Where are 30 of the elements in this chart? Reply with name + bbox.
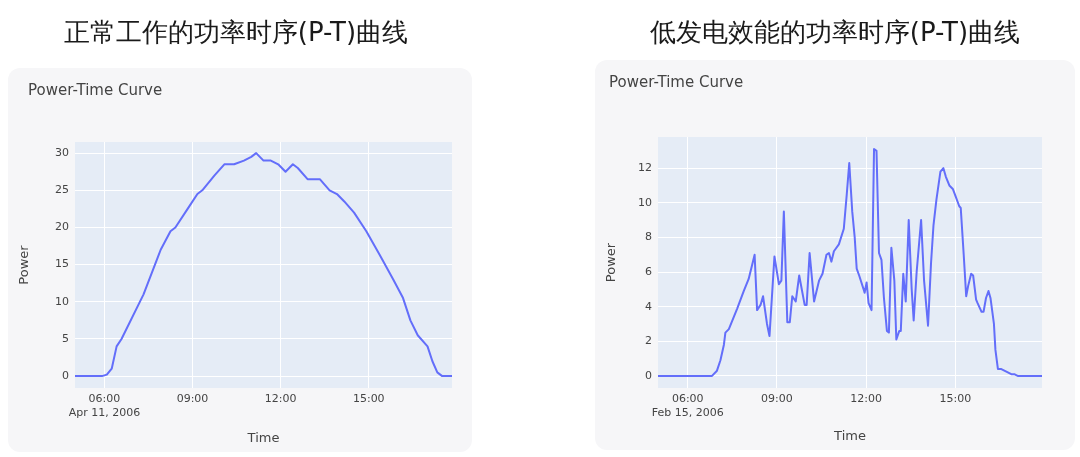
chart-subtitle: Power-Time Curve [609,73,744,91]
y-tick-label: 10 [638,195,652,209]
y-tick-label: 5 [62,331,69,345]
x-axis-title: Time [833,427,866,443]
y-tick-label: 25 [55,183,69,197]
chart-title: 低发电效能的功率时序(P-T)曲线 [648,16,1022,49]
y-axis-title: Power [603,242,619,283]
chart-title: 正常工作的功率时序(P-T)曲线 [62,16,410,49]
x-tick-label: 15:00 [939,392,972,406]
y-tick-label: 15 [55,257,69,271]
x-tick-label: 06:00 Feb 15, 2006 [651,392,724,419]
y-tick-label: 10 [55,294,69,308]
chart-subtitle: Power-Time Curve [28,81,163,99]
y-tick-label: 8 [645,230,652,244]
y-tick-label: 0 [645,368,652,382]
y-axis-title: Power [16,244,32,285]
y-tick-label: 4 [645,299,652,313]
x-tick-label: 06:00 Apr 11, 2006 [68,392,141,419]
y-tick-label: 0 [62,368,69,382]
y-tick-label: 6 [645,264,652,278]
x-tick-label: 12:00 [264,392,297,406]
y-tick-label: 30 [55,146,69,160]
x-tick-label: 09:00 [761,392,793,406]
x-axis-title: Time [246,429,280,445]
x-tick-label: 09:00 [176,392,209,406]
y-tick-label: 2 [645,334,652,348]
x-tick-label: 15:00 [352,392,385,406]
y-tick-label: 20 [55,220,69,234]
x-tick-label: 12:00 [850,392,882,406]
y-tick-label: 12 [638,161,652,175]
